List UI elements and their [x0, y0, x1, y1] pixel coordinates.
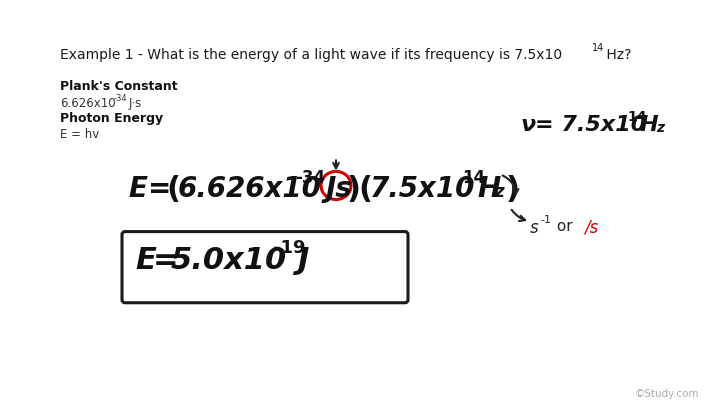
Text: = 7.5x10: = 7.5x10 — [535, 115, 646, 135]
Text: 14: 14 — [462, 169, 485, 187]
Text: ν: ν — [520, 115, 535, 135]
Text: ©Study.com: ©Study.com — [635, 388, 699, 398]
Text: -1: -1 — [540, 214, 551, 224]
FancyBboxPatch shape — [122, 232, 408, 303]
Text: ): ) — [347, 175, 361, 204]
Text: 6.626x10: 6.626x10 — [60, 97, 116, 110]
Text: or: or — [552, 218, 578, 233]
Text: z: z — [494, 183, 503, 201]
Text: Js: Js — [326, 175, 353, 203]
Text: H: H — [477, 175, 500, 203]
Text: -34: -34 — [295, 169, 325, 187]
Text: 14: 14 — [627, 110, 646, 124]
Text: J·s: J·s — [129, 97, 142, 110]
Text: Plank's Constant: Plank's Constant — [60, 80, 177, 93]
Text: Photon Energy: Photon Energy — [60, 112, 163, 125]
Text: E = hv: E = hv — [60, 128, 99, 141]
Text: -34: -34 — [114, 94, 127, 103]
Text: =: = — [153, 245, 179, 274]
Text: 14: 14 — [592, 43, 604, 53]
Text: E: E — [128, 175, 147, 203]
Text: Example 1 - What is the energy of a light wave if its frequency is 7.5x10: Example 1 - What is the energy of a ligh… — [60, 48, 562, 62]
Text: 5.0x10: 5.0x10 — [171, 245, 287, 274]
Text: =: = — [148, 175, 172, 203]
Text: z: z — [656, 121, 664, 135]
Text: H: H — [640, 115, 659, 135]
Text: 6.626x10: 6.626x10 — [178, 175, 322, 203]
Text: Hz?: Hz? — [602, 48, 631, 62]
Text: ): ) — [506, 175, 520, 204]
Text: (: ( — [358, 175, 372, 204]
Text: -19: -19 — [273, 238, 305, 256]
Text: E: E — [135, 245, 156, 274]
Text: /s: /s — [584, 218, 598, 236]
Text: (: ( — [166, 175, 180, 204]
Text: 7.5x10: 7.5x10 — [370, 175, 475, 203]
Text: s: s — [530, 218, 538, 236]
Text: J: J — [297, 245, 308, 274]
